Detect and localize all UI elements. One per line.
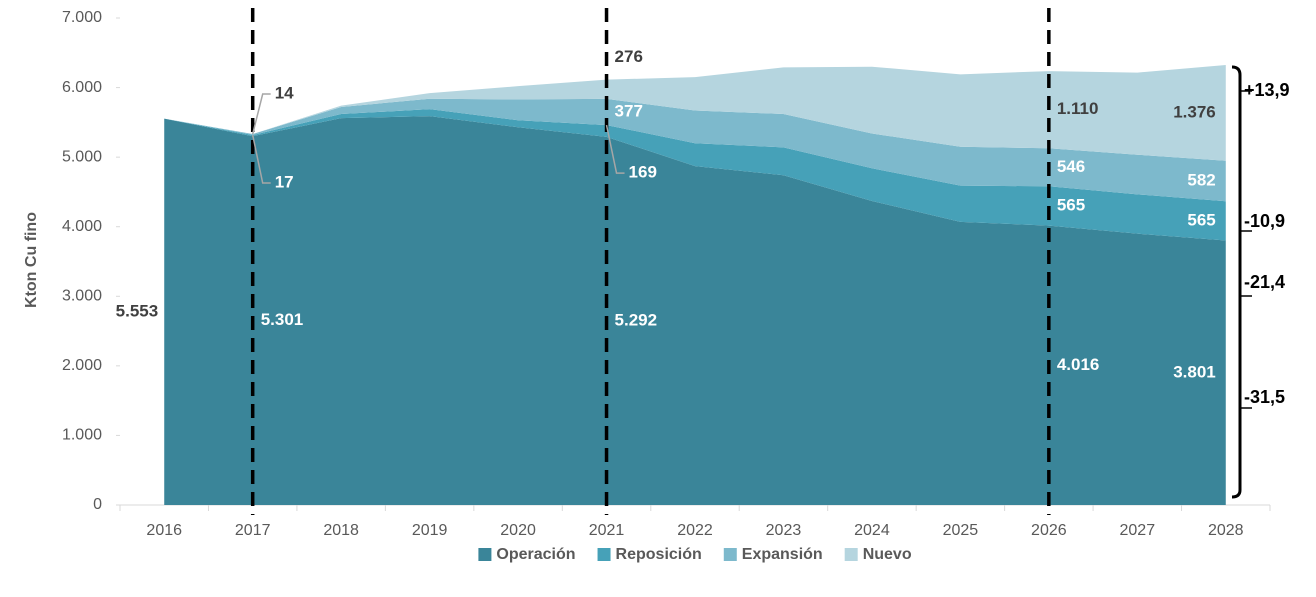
- leader-line: [605, 124, 625, 174]
- data-label: 546: [1057, 157, 1085, 176]
- legend-swatch: [723, 548, 737, 561]
- x-tick-label: 2020: [500, 522, 536, 539]
- y-tick-label: 3.000: [62, 288, 102, 305]
- data-label: 17: [275, 173, 294, 192]
- data-label: 4.016: [1057, 355, 1100, 374]
- brace: [1231, 65, 1242, 499]
- legend-swatch: [844, 548, 858, 561]
- x-tick-label: 2026: [1031, 522, 1067, 539]
- y-tick-label: 4.000: [62, 218, 102, 235]
- x-tick-label: 2028: [1208, 522, 1244, 539]
- x-tick-label: 2017: [235, 522, 271, 539]
- annotation: +13,9: [1244, 80, 1290, 100]
- brace-ticks: [1240, 90, 1252, 409]
- y-tick-label: 2.000: [62, 357, 102, 374]
- data-label: 1.376: [1173, 102, 1216, 121]
- legend-swatch: [478, 548, 492, 561]
- y-axis-label: Kton Cu fino: [23, 212, 40, 308]
- x-tick-label: 2018: [323, 522, 359, 539]
- legend-label: Expansión: [742, 546, 823, 563]
- x-tick-label: 2019: [412, 522, 448, 539]
- data-label: 5.292: [615, 310, 658, 329]
- data-label: 5.301: [261, 310, 304, 329]
- legend-swatch: [597, 548, 611, 561]
- legend-label: Nuevo: [863, 546, 912, 563]
- x-tick-label: 2025: [943, 522, 979, 539]
- data-label: 3.801: [1173, 362, 1216, 381]
- area: [164, 116, 1226, 506]
- data-label: 582: [1187, 170, 1215, 189]
- leader-line: [251, 93, 271, 135]
- data-label: 1.110: [1057, 99, 1099, 118]
- y-tick-label: 1.000: [62, 427, 102, 444]
- y-tick-label: 7.000: [62, 9, 102, 26]
- annotation: -31,5: [1244, 387, 1285, 407]
- leader-line: [251, 134, 271, 184]
- data-label: 565: [1057, 195, 1085, 214]
- y-tick-label: 0: [93, 496, 102, 513]
- data-label: 377: [615, 101, 643, 120]
- data-label: 565: [1187, 210, 1215, 229]
- x-tick-label: 2022: [677, 522, 713, 539]
- annotation: -21,4: [1244, 272, 1285, 292]
- y-tick-label: 5.000: [62, 148, 102, 165]
- x-tick-label: 2024: [854, 522, 890, 539]
- data-label: 169: [629, 163, 657, 182]
- y-tick-label: 6.000: [62, 79, 102, 96]
- legend-label: Operación: [496, 546, 575, 563]
- x-tick-label: 2027: [1120, 522, 1156, 539]
- annotation: -10,9: [1244, 211, 1285, 231]
- x-tick-label: 2016: [146, 522, 182, 539]
- legend: Operación Reposición Expansión Nuevo: [478, 546, 912, 563]
- legend-label: Reposición: [616, 546, 702, 563]
- area: [164, 65, 1226, 161]
- data-label: 5.553: [116, 301, 159, 320]
- x-tick-label: 2021: [589, 522, 625, 539]
- data-label: 276: [615, 47, 643, 66]
- x-tick-label: 2023: [766, 522, 802, 539]
- data-label: 14: [275, 84, 294, 103]
- area: [164, 98, 1226, 202]
- area: [164, 109, 1226, 241]
